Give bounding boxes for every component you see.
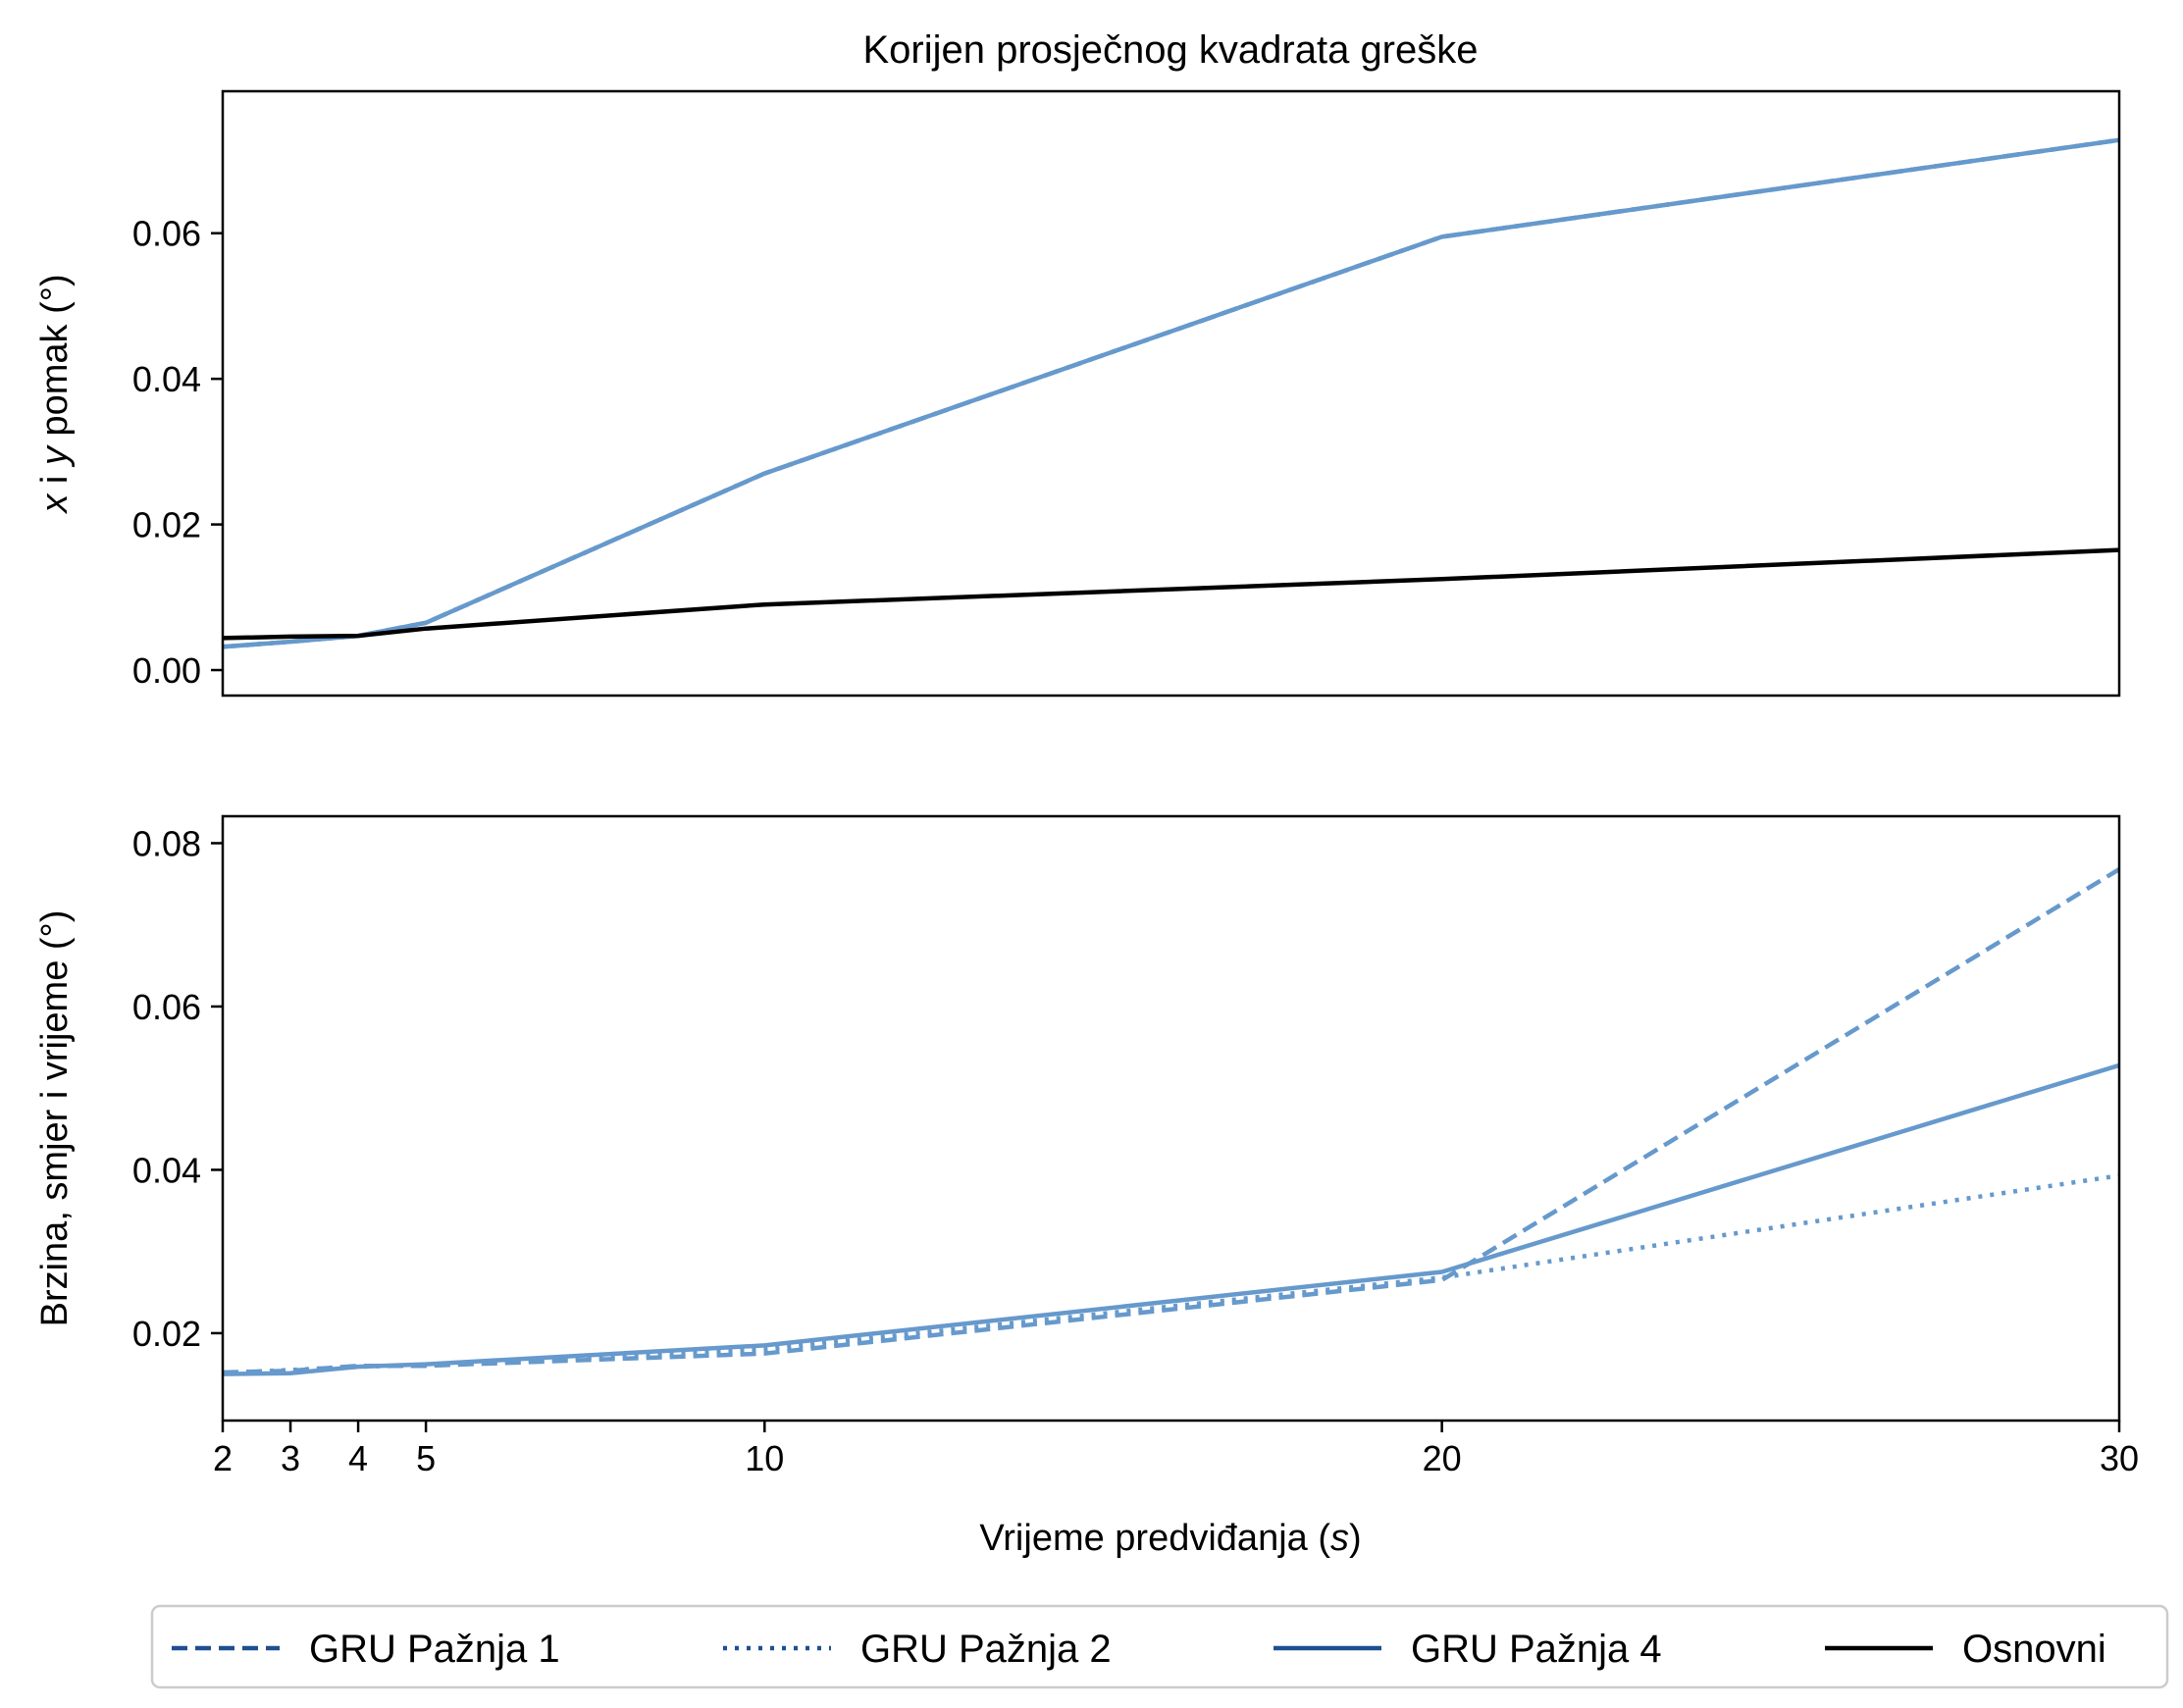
legend: GRU Pažnja 1 GRU Pažnja 2 GRU Pažnja 4 Osno… — [150, 1604, 2169, 1689]
bottom-series-line-2 — [222, 1173, 2120, 1375]
x-axis-label-text: Vrijeme predviđanja ( — [979, 1518, 1330, 1559]
x-tick-label: 3 — [281, 1438, 300, 1478]
top-series-line-3 — [222, 137, 2120, 649]
top-series-group — [222, 137, 2120, 649]
legend-label-4: Osnovni — [1962, 1628, 2106, 1671]
bottom-series-line-3 — [222, 1062, 2120, 1376]
x-tick-label: 2 — [213, 1438, 233, 1478]
top-y-tick-label: 0.06 — [132, 214, 201, 254]
bottom-y-tick-label: 0.04 — [132, 1150, 201, 1190]
x-tick-label: 4 — [348, 1438, 368, 1478]
top-series-line-2 — [222, 137, 2120, 649]
x-tick-label: 5 — [416, 1438, 436, 1478]
chart-title: Korijen prosječnog kvadrata greške — [862, 28, 1478, 72]
x-tick-label: 30 — [2100, 1438, 2139, 1478]
bottom-y-tick-label: 0.02 — [132, 1314, 201, 1354]
top-y-axis-label-rest: pomak (°) — [34, 274, 76, 446]
top-y-axis-label: x i y pomak (°) — [34, 274, 76, 514]
top-series-line-4 — [222, 547, 2120, 641]
x-tick-label: 20 — [1423, 1438, 1462, 1478]
bottom-y-ticks: 0.02 0.04 0.06 0.08 — [132, 823, 223, 1354]
bottom-series-line-1 — [222, 867, 2121, 1375]
x-axis-label-var: s — [1330, 1518, 1349, 1559]
top-y-axis-label-x: x — [34, 492, 76, 515]
top-series-line-1 — [222, 137, 2120, 649]
x-tick-label: 10 — [745, 1438, 784, 1478]
bottom-series-group — [222, 867, 2121, 1376]
legend-box — [150, 1604, 2169, 1689]
x-axis-label: Vrijeme predviđanja (s) — [979, 1518, 1361, 1559]
legend-label-3: GRU Pažnja 4 — [1411, 1628, 1662, 1671]
top-y-ticks: 0.00 0.02 0.04 0.06 — [132, 214, 223, 691]
bottom-y-tick-label: 0.08 — [132, 823, 201, 863]
bottom-plot-frame — [221, 814, 2121, 1423]
top-y-tick-label: 0.02 — [132, 505, 201, 545]
top-y-axis-label-y: y — [34, 444, 76, 468]
bottom-y-axis-label: Brzina, smjer i vrijeme (°) — [34, 910, 76, 1327]
x-axis-label-close: ) — [1349, 1518, 1362, 1559]
top-y-axis-label-and: i — [34, 465, 76, 494]
top-y-tick-label: 0.00 — [132, 650, 201, 691]
bottom-y-tick-label: 0.06 — [132, 987, 201, 1027]
top-y-tick-label: 0.04 — [132, 359, 201, 399]
legend-label-1: GRU Pažnja 1 — [309, 1628, 560, 1671]
bottom-x-ticks: 2 3 4 5 10 20 30 — [213, 1421, 2139, 1478]
top-plot-frame — [221, 89, 2121, 698]
legend-label-2: GRU Pažnja 2 — [860, 1628, 1112, 1671]
